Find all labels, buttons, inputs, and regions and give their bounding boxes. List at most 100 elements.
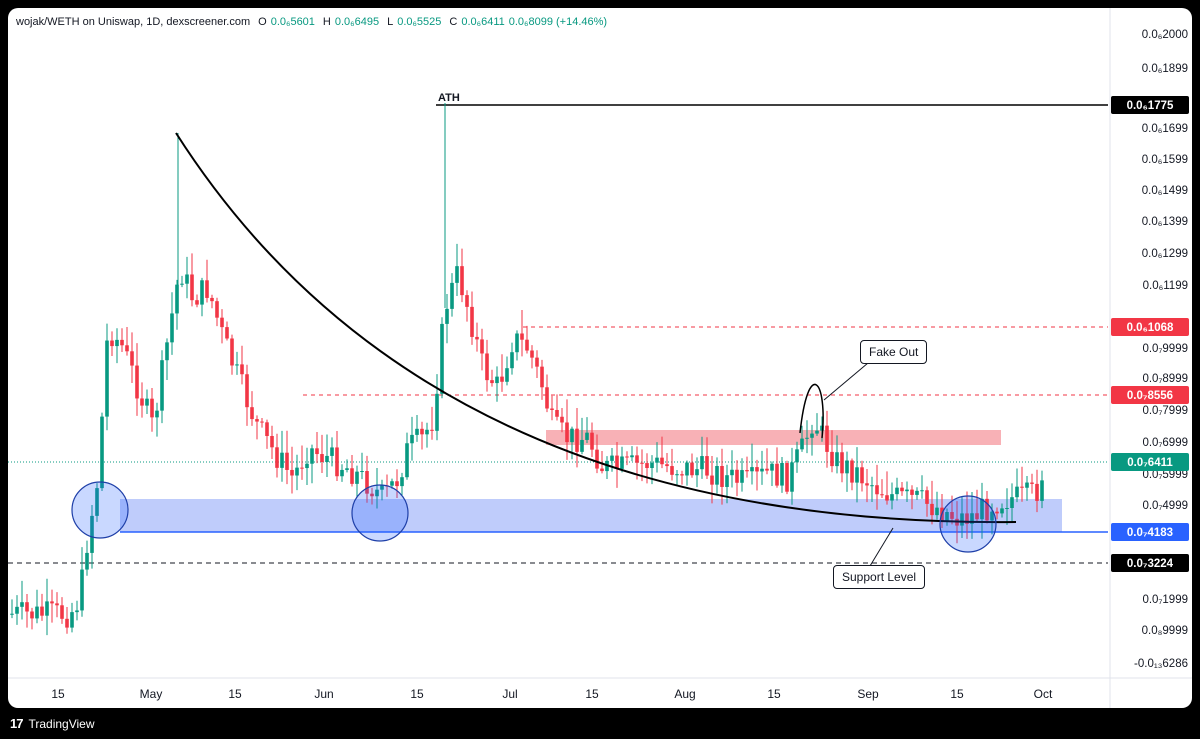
high-label: H xyxy=(322,16,331,28)
candle-body xyxy=(755,467,759,472)
y-tick-label: -0.0₁₃6286 xyxy=(1134,658,1188,670)
candle-body xyxy=(250,407,254,420)
candle-body xyxy=(410,434,414,444)
candle-body xyxy=(420,428,424,435)
candle-body xyxy=(270,436,274,448)
candle-body xyxy=(245,374,249,408)
touch-circle-2 xyxy=(351,484,409,542)
candle-body xyxy=(430,429,434,431)
candle-body xyxy=(595,449,599,469)
candle-body xyxy=(60,605,64,619)
candle-body xyxy=(435,393,439,431)
candle-body xyxy=(865,483,869,486)
candle-body xyxy=(1015,486,1019,498)
candle-body xyxy=(440,323,444,394)
candle-body xyxy=(180,283,184,285)
candle-body xyxy=(760,468,764,472)
candle-body xyxy=(160,360,164,411)
candle-body xyxy=(540,366,544,388)
y-tick-label: 0.0₇1999 xyxy=(1142,594,1188,606)
candle-body xyxy=(960,513,964,526)
x-tick-label: 15 xyxy=(51,687,65,701)
price-chart[interactable]: ATH 0.0₆2000 0.0₆1899 0.0₆1699 0.0₆1599 0.0₆1… xyxy=(8,8,1192,708)
candle-body xyxy=(55,603,59,606)
candle-body xyxy=(580,439,584,452)
candle-body xyxy=(330,447,334,456)
low-label: L xyxy=(387,16,394,28)
fake-out-marker xyxy=(799,383,824,439)
candle-body xyxy=(975,513,979,520)
y-tick-label: 0.0₆2000 xyxy=(1142,29,1188,41)
candle-body xyxy=(1005,507,1009,509)
candle-body xyxy=(70,612,74,628)
candle-body xyxy=(905,489,909,492)
candle-body xyxy=(90,515,94,553)
candle-body xyxy=(400,477,404,487)
chart-header: wojak/WETH on Uniswap, 1D, dexscreener.c… xyxy=(16,14,607,30)
candle-body xyxy=(795,449,799,463)
candle-body xyxy=(600,468,604,472)
y-tick-label: 0.0₆1299 xyxy=(1142,248,1188,260)
price-tag-label: 0.0₇8556 xyxy=(1127,390,1173,402)
candle-body xyxy=(405,443,409,478)
candle-body xyxy=(40,606,44,616)
candle-body xyxy=(205,280,209,298)
support-pointer xyxy=(869,527,894,567)
resistance-zone xyxy=(546,430,1001,445)
candle-body xyxy=(150,398,154,418)
candle-body xyxy=(700,456,704,470)
candle-body xyxy=(725,475,729,487)
y-tick-label: 0.0₆1699 xyxy=(1142,123,1188,135)
candle-body xyxy=(135,365,139,399)
candle-body xyxy=(590,432,594,450)
candle-body xyxy=(620,456,624,469)
y-tick-label: 0.0₈9999 xyxy=(1142,625,1188,637)
candle-body xyxy=(10,613,14,615)
candle-body xyxy=(915,490,919,495)
candle-body xyxy=(140,398,144,406)
touch-circle-1 xyxy=(71,481,129,539)
candle-body xyxy=(20,602,24,607)
candle-body xyxy=(165,342,169,361)
candle-body xyxy=(695,469,699,476)
candle-body xyxy=(650,462,654,469)
candle-body xyxy=(345,468,349,470)
candle-body xyxy=(950,512,954,519)
candle-body xyxy=(765,468,769,471)
candle-body xyxy=(190,274,194,301)
candle-body xyxy=(285,452,289,470)
symbol-title[interactable]: wojak/WETH on Uniswap, 1D, dexscreener.c… xyxy=(16,16,251,28)
candle-body xyxy=(230,338,234,366)
candle-body xyxy=(1040,480,1044,501)
candle-body xyxy=(295,467,299,476)
y-tick-label: 0.0₇7999 xyxy=(1142,405,1188,417)
candle-body xyxy=(895,487,899,495)
candle-body xyxy=(195,300,199,305)
candle-body xyxy=(170,313,174,343)
candle-body xyxy=(145,398,149,406)
candle-body xyxy=(610,455,614,461)
candle-body xyxy=(1035,483,1039,501)
candle-body xyxy=(530,350,534,358)
candle-body xyxy=(785,463,789,492)
candle-body xyxy=(475,336,479,340)
candle-body xyxy=(350,468,354,484)
candle-body xyxy=(885,495,889,501)
candle-body xyxy=(105,340,109,417)
x-tick-label: Jul xyxy=(502,687,517,701)
y-tick-label: 0.0₆1199 xyxy=(1143,280,1188,292)
candle-body xyxy=(240,364,244,375)
candle-body xyxy=(900,487,904,492)
price-tag-label: 0.0₇6411 xyxy=(1127,457,1173,469)
price-tag-label: 0.0₆1068 xyxy=(1127,322,1174,334)
candle-body xyxy=(425,429,429,435)
chart-panel[interactable]: ATH 0.0₆2000 0.0₆1899 0.0₆1699 0.0₆1599 0.0₆1… xyxy=(8,8,1192,708)
candle-body xyxy=(720,466,724,487)
candle-body xyxy=(260,421,264,423)
change-value: 0.0₆8099 (+14.46%) xyxy=(508,16,608,28)
candle-body xyxy=(235,364,239,366)
x-tick-label: May xyxy=(140,687,163,701)
candle-body xyxy=(655,457,659,463)
candle-body xyxy=(225,327,229,339)
low-value: 0.0₆5525 xyxy=(397,16,442,28)
